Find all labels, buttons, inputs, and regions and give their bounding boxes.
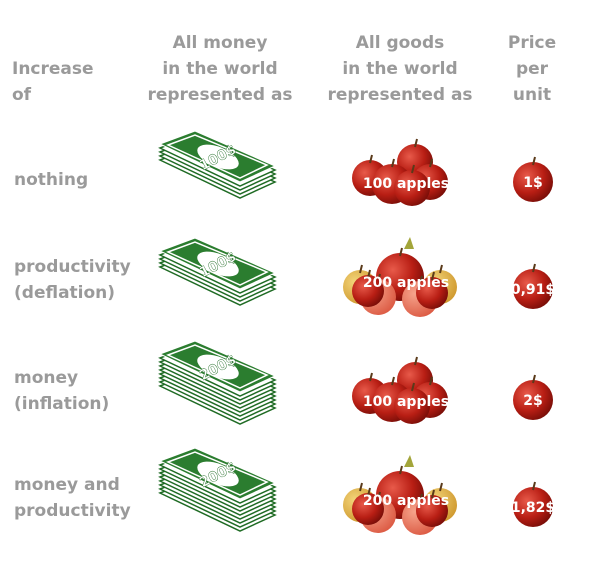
- leaf: [404, 237, 414, 249]
- banknote-border: [166, 134, 269, 179]
- apple-stem: [411, 164, 415, 174]
- header-text: All goods: [356, 33, 445, 53]
- row-label: money and: [14, 475, 120, 495]
- apple-stem: [429, 158, 433, 168]
- apple-group: 100 apples: [352, 138, 449, 206]
- header-text: per: [516, 59, 549, 79]
- header-text: All money: [173, 33, 268, 53]
- header-text: represented as: [327, 85, 472, 105]
- banknote-stack: 100$: [158, 130, 277, 199]
- banknote-oval: [197, 461, 239, 487]
- price-label: 1,82$: [511, 500, 555, 516]
- header-text: Price: [508, 33, 556, 53]
- apple-stem: [359, 482, 363, 492]
- apple-stem: [391, 158, 395, 168]
- apple: [513, 487, 553, 527]
- row-label: productivity: [14, 501, 131, 521]
- banknote-border: [166, 241, 269, 286]
- price-apple: 0,91$: [511, 263, 555, 309]
- price-label: 2$: [523, 393, 542, 409]
- banknote-border: [166, 451, 269, 496]
- row-label: (inflation): [14, 394, 109, 414]
- apple-stem: [439, 482, 443, 492]
- apple: [513, 269, 553, 309]
- apple-stem: [431, 489, 435, 499]
- apple-stem: [431, 271, 435, 281]
- header-text: of: [12, 85, 32, 105]
- price-apple: 1$: [513, 156, 553, 202]
- apple-stem: [367, 269, 371, 279]
- goods-label: 100 apples: [363, 176, 449, 192]
- apple: [513, 162, 553, 202]
- apple: [394, 388, 430, 424]
- apple: [416, 277, 448, 309]
- banknote-stack: 200$: [158, 447, 277, 532]
- goods-label: 200 apples: [363, 275, 449, 291]
- header-text: in the world: [162, 59, 277, 79]
- price-apple: 2$: [513, 374, 553, 420]
- apple-stem: [439, 264, 443, 274]
- price-label: 0,91$: [511, 282, 555, 298]
- header-text: represented as: [147, 85, 292, 105]
- header-text: Increase: [12, 59, 94, 79]
- banknote-oval: [197, 354, 239, 380]
- apple-stem: [414, 138, 418, 148]
- apple-stem: [532, 156, 536, 166]
- apple: [352, 493, 384, 525]
- banknote-stack: 100$: [158, 237, 277, 306]
- apple-stem: [532, 263, 536, 273]
- banknote-oval: [197, 144, 239, 170]
- apple-group: 200 apples: [343, 455, 457, 535]
- apple-group: 200 apples: [343, 237, 457, 317]
- banknote-border: [166, 344, 269, 389]
- row-label: nothing: [14, 170, 88, 190]
- apple-stem: [399, 247, 403, 257]
- apple-stem: [369, 154, 373, 164]
- apple-stem: [414, 356, 418, 366]
- apple-stem: [367, 487, 371, 497]
- goods-label: 200 apples: [363, 493, 449, 509]
- leaf: [404, 455, 414, 467]
- apple: [394, 170, 430, 206]
- apple-stem: [391, 376, 395, 386]
- apple-stem: [369, 372, 373, 382]
- price-label: 1$: [523, 175, 542, 191]
- row-label: money: [14, 368, 78, 388]
- price-apple: 1,82$: [511, 481, 555, 527]
- apple-stem: [532, 374, 536, 384]
- apple-stem: [429, 376, 433, 386]
- goods-label: 100 apples: [363, 394, 449, 410]
- row-label: productivity: [14, 257, 131, 277]
- apple: [513, 380, 553, 420]
- apple: [416, 495, 448, 527]
- banknote-oval: [197, 251, 239, 277]
- apple-stem: [399, 465, 403, 475]
- row-label: (deflation): [14, 283, 115, 303]
- header-text: in the world: [342, 59, 457, 79]
- header-text: unit: [513, 85, 551, 105]
- apple: [352, 275, 384, 307]
- apple-stem: [359, 264, 363, 274]
- apple-group: 100 apples: [352, 356, 449, 424]
- apple-stem: [411, 382, 415, 392]
- apple-stem: [532, 481, 536, 491]
- banknote-stack: 200$: [158, 340, 277, 425]
